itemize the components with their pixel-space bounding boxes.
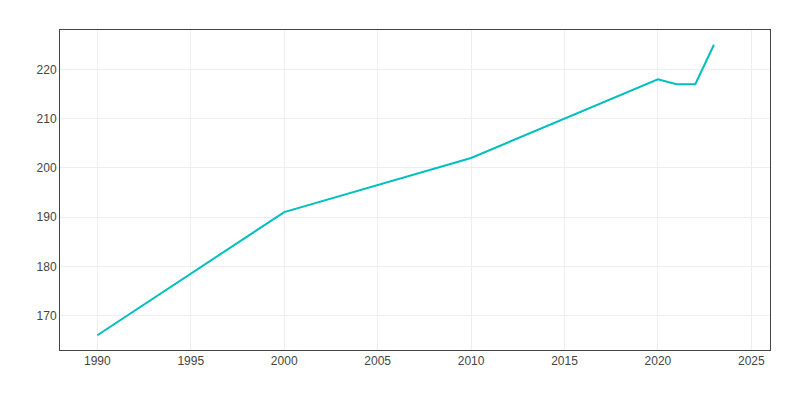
svg-text:2015: 2015 <box>551 354 578 368</box>
svg-text:190: 190 <box>37 210 57 224</box>
svg-text:220: 220 <box>37 63 57 77</box>
svg-text:200: 200 <box>37 161 57 175</box>
svg-text:180: 180 <box>37 260 57 274</box>
svg-text:2020: 2020 <box>645 354 672 368</box>
svg-text:1995: 1995 <box>177 354 204 368</box>
svg-text:2010: 2010 <box>458 354 485 368</box>
svg-text:1990: 1990 <box>84 354 111 368</box>
svg-text:170: 170 <box>37 309 57 323</box>
svg-text:2000: 2000 <box>271 354 298 368</box>
svg-text:2005: 2005 <box>364 354 391 368</box>
svg-text:2025: 2025 <box>738 354 765 368</box>
svg-text:210: 210 <box>37 112 57 126</box>
